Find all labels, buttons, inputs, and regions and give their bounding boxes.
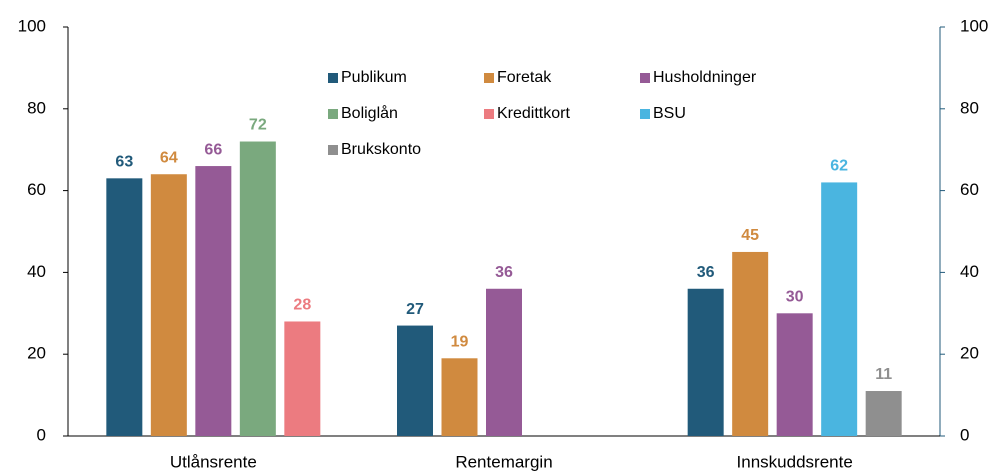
bar <box>732 251 769 436</box>
bar <box>106 178 143 436</box>
legend-swatch <box>328 109 338 119</box>
legend-label: Husholdninger <box>653 69 757 86</box>
legend-label: Foretak <box>497 69 552 86</box>
value-label: 72 <box>249 117 267 134</box>
bar <box>441 358 478 436</box>
value-label: 19 <box>451 334 469 351</box>
legend-label: Boliglån <box>341 104 398 122</box>
y2-tick-label: 100 <box>960 16 988 35</box>
bar <box>397 325 433 436</box>
y2-tick-label: 80 <box>960 98 979 117</box>
bar <box>284 321 321 436</box>
bar <box>486 288 522 436</box>
y-tick-label: 20 <box>27 344 46 363</box>
value-label: 64 <box>160 149 178 166</box>
bar <box>239 141 276 436</box>
value-label: 27 <box>406 301 424 318</box>
y-tick-label: 60 <box>27 180 46 199</box>
legend-swatch <box>328 73 338 83</box>
bar <box>195 166 232 436</box>
legend-swatch <box>328 145 338 155</box>
value-label: 30 <box>786 289 804 306</box>
y-tick-label: 100 <box>18 16 46 35</box>
legend-label: Kredittkort <box>497 105 570 122</box>
value-label: 28 <box>293 297 311 314</box>
y-tick-label: 0 <box>37 425 46 444</box>
y2-tick-label: 40 <box>960 262 979 281</box>
value-label: 11 <box>875 366 892 383</box>
value-label: 66 <box>204 141 222 158</box>
legend-swatch <box>484 73 494 83</box>
legend-swatch <box>484 109 494 119</box>
bar <box>865 391 902 436</box>
legend-label: Brukskonto <box>341 141 421 158</box>
y2-tick-label: 20 <box>960 344 979 363</box>
legend-swatch <box>640 73 650 83</box>
x-tick-label: Rentemargin <box>455 452 552 471</box>
legend-swatch <box>640 109 650 119</box>
y2-tick-label: 0 <box>960 425 969 444</box>
bar <box>821 182 858 436</box>
bar <box>687 288 724 436</box>
x-tick-label: Innskuddsrente <box>737 452 853 471</box>
x-tick-label: Utlånsrente <box>170 452 257 471</box>
y-tick-label: 80 <box>27 98 46 117</box>
y-tick-label: 40 <box>27 262 46 281</box>
bar <box>776 313 813 436</box>
legend-label: Publikum <box>341 69 407 86</box>
value-label: 36 <box>697 264 715 281</box>
value-label: 45 <box>741 227 759 244</box>
value-label: 62 <box>830 158 848 175</box>
value-label: 63 <box>115 154 133 171</box>
y2-tick-label: 60 <box>960 180 979 199</box>
legend-label: BSU <box>653 105 686 122</box>
value-label: 36 <box>495 264 513 281</box>
bar <box>150 174 187 437</box>
